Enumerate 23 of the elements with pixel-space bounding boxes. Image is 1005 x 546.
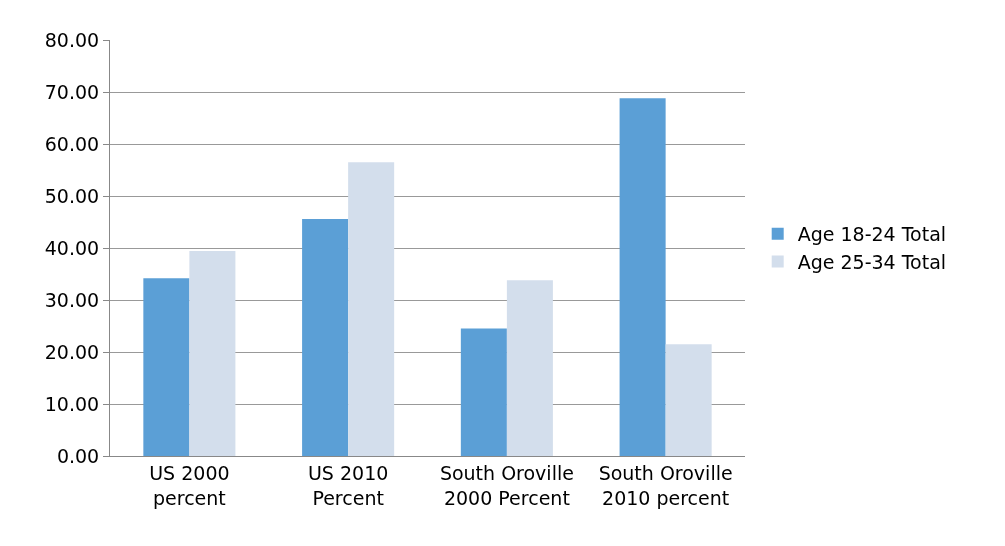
bar (348, 162, 395, 456)
bar (143, 278, 190, 456)
bar (189, 251, 236, 456)
bar (619, 98, 666, 456)
y-tick-label: 0.00 (56, 444, 100, 467)
x-tick-label: South Oroville 2010 percent (598, 461, 733, 509)
bar (460, 328, 507, 456)
y-tick-label: 70.00 (44, 80, 100, 103)
y-tick-label: 20.00 (44, 340, 100, 363)
x-tick-label: US 2000 percent (149, 461, 230, 509)
bar (665, 344, 712, 456)
legend-label: Age 18-24 Total (797, 223, 947, 246)
bar (302, 218, 349, 456)
x-tick-label: US 2010 Percent (307, 461, 389, 509)
y-tick-label: 10.00 (44, 392, 100, 415)
y-tick-label: 40.00 (44, 236, 100, 259)
bar (506, 280, 553, 456)
y-tick-label: 30.00 (44, 288, 100, 311)
y-tick-label: 60.00 (44, 132, 100, 155)
y-tick-label: 80.00 (44, 28, 100, 51)
y-tick-label: 50.00 (44, 184, 100, 207)
x-tick-label: South Oroville 2000 Percent (439, 461, 574, 509)
legend-label: Age 25-34 Total (797, 250, 947, 273)
